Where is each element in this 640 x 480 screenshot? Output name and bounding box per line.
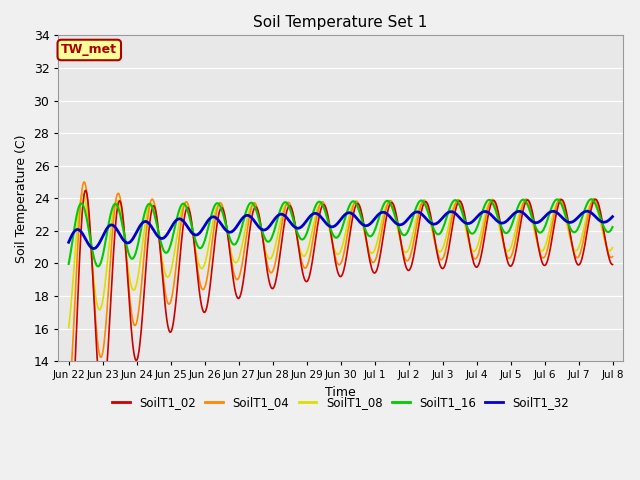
Title: Soil Temperature Set 1: Soil Temperature Set 1 <box>253 15 428 30</box>
Y-axis label: Soil Temperature (C): Soil Temperature (C) <box>15 134 28 263</box>
Legend: SoilT1_02, SoilT1_04, SoilT1_08, SoilT1_16, SoilT1_32: SoilT1_02, SoilT1_04, SoilT1_08, SoilT1_… <box>108 392 574 414</box>
Text: TW_met: TW_met <box>61 44 117 57</box>
X-axis label: Time: Time <box>325 386 356 399</box>
